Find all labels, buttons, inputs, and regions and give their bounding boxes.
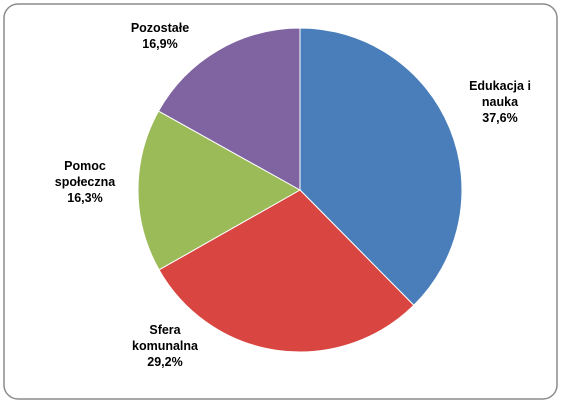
pie-slice — [157, 27, 301, 191]
slice-category: Pomoc społeczna — [54, 159, 116, 189]
slice-category: Sfera komunalna — [132, 323, 198, 353]
slice-label: Pozostałe 16,9% — [105, 20, 215, 52]
slice-label: Edukacja i nauka 37,6% — [445, 78, 555, 126]
pie-slice — [137, 110, 302, 271]
pie-slice — [158, 189, 415, 353]
slice-label: Sfera komunalna 29,2% — [110, 322, 220, 370]
slice-value: 37,6% — [482, 111, 518, 125]
slice-category: Edukacja i nauka — [469, 79, 531, 109]
slice-value: 16,9% — [142, 37, 178, 51]
slice-value: 29,2% — [147, 355, 183, 369]
slice-label: Pomoc społeczna 16,3% — [30, 158, 140, 206]
pie-slice — [299, 27, 463, 306]
slice-category: Pozostałe — [130, 21, 190, 35]
slice-value: 16,3% — [67, 191, 103, 205]
